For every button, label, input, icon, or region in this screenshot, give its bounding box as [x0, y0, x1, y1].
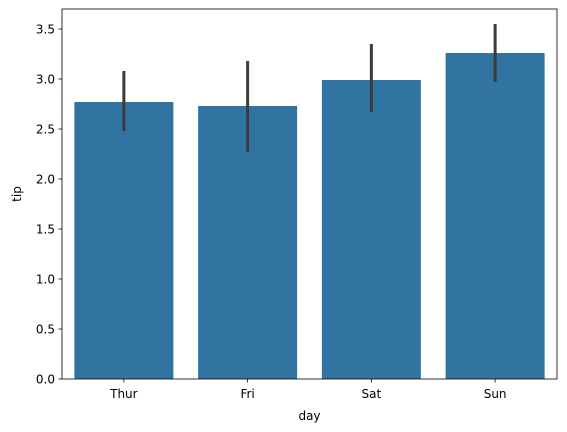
y-tick-label: 2.0 [36, 172, 55, 186]
y-tick-label: 1.0 [36, 272, 55, 286]
x-tick-label: Sun [484, 387, 507, 401]
bar-sun [445, 53, 545, 379]
plot-frame [61, 8, 558, 380]
y-tick-label: 3.5 [36, 22, 55, 36]
bar-sat [321, 80, 421, 379]
y-tick-label: 1.5 [36, 222, 55, 236]
y-tick-label: 3.0 [36, 72, 55, 86]
y-axis: 0.0 0.5 1.0 1.5 2.0 2.5 3.0 3.5 [36, 22, 62, 386]
x-axis-label: day [298, 409, 320, 423]
bars-group [74, 53, 545, 379]
y-tick-label: 2.5 [36, 122, 55, 136]
y-tick-label: 0.5 [36, 322, 55, 336]
x-tick-label: Fri [240, 387, 254, 401]
error-bars-group [122, 24, 497, 152]
x-axis: Thur Fri Sat Sun [109, 379, 507, 401]
bar-thur [74, 102, 174, 379]
y-tick-label: 0.0 [36, 372, 55, 386]
y-axis-label: tip [10, 186, 24, 202]
x-tick-label: Thur [109, 387, 138, 401]
x-tick-label: Sat [362, 387, 382, 401]
